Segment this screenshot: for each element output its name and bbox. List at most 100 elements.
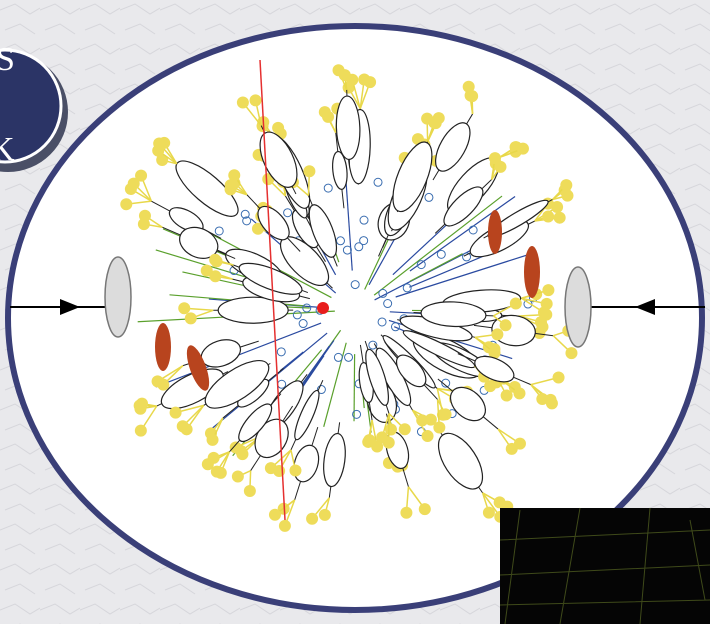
- hadron: [424, 413, 437, 426]
- hadron: [278, 519, 291, 532]
- hadron: [382, 436, 395, 449]
- gluon-loop: [359, 215, 369, 225]
- inset-grid: [499, 507, 710, 624]
- cluster: [294, 389, 320, 441]
- hadron: [553, 211, 566, 224]
- gluon-loop: [214, 226, 224, 236]
- hadron: [135, 169, 148, 182]
- remnant: [186, 345, 210, 391]
- hadron: [358, 73, 371, 86]
- hadron: [338, 69, 351, 82]
- hadron: [251, 222, 264, 235]
- gluon-loop: [373, 177, 383, 187]
- hadron: [206, 433, 219, 446]
- hadron: [363, 434, 376, 447]
- gluon-loop: [292, 310, 302, 320]
- hadron: [135, 397, 148, 410]
- hadron: [318, 508, 331, 521]
- hadron: [120, 198, 133, 211]
- cluster: [179, 226, 219, 259]
- cluster: [449, 386, 486, 422]
- hadron: [500, 389, 513, 402]
- hadron: [249, 94, 262, 107]
- cluster: [332, 150, 348, 190]
- badge-line: S: [0, 41, 15, 78]
- hadron: [178, 302, 191, 315]
- hadron: [127, 177, 140, 190]
- gluon-loop: [333, 352, 343, 362]
- gluon-loop: [368, 340, 378, 350]
- quark-line: [210, 332, 328, 430]
- hadron: [484, 380, 497, 393]
- hadron: [398, 423, 411, 436]
- badge-disc: [0, 48, 63, 164]
- shower: [120, 64, 578, 532]
- hadron: [534, 316, 547, 329]
- hadron: [156, 154, 169, 167]
- hadron: [268, 508, 281, 521]
- hadron: [236, 96, 249, 109]
- cluster: [217, 296, 289, 324]
- hadron: [462, 80, 475, 93]
- cluster: [335, 95, 361, 161]
- hadron: [151, 375, 164, 388]
- cluster: [175, 160, 239, 217]
- cluster: [395, 354, 427, 388]
- quark-line: [395, 253, 531, 298]
- hadron: [439, 408, 452, 421]
- cluster: [420, 301, 487, 328]
- hadron: [560, 179, 573, 192]
- gluon-loop: [441, 378, 451, 388]
- cluster: [437, 432, 484, 490]
- hadron: [533, 327, 546, 340]
- gluon-loop: [283, 208, 293, 218]
- remnant: [155, 323, 171, 371]
- incoming-hadron-right: [564, 266, 592, 348]
- gluon-loop: [344, 352, 354, 362]
- hadron: [565, 347, 578, 360]
- hadron: [210, 255, 223, 268]
- cluster: [308, 204, 338, 258]
- gluon-loop: [276, 347, 286, 357]
- hadron: [421, 430, 434, 443]
- hadron: [137, 218, 150, 231]
- cluster: [238, 403, 273, 443]
- hadron: [229, 441, 242, 454]
- hadron: [209, 270, 222, 283]
- gluon-loop: [335, 236, 345, 246]
- hadron: [152, 144, 165, 157]
- hadron: [180, 423, 193, 436]
- hard-vertex: [317, 302, 329, 314]
- hadron: [499, 319, 512, 332]
- hadron: [306, 512, 319, 525]
- hadron: [231, 470, 244, 483]
- gluon-loop: [354, 242, 364, 252]
- gluon-loop: [350, 280, 360, 290]
- hadron: [243, 485, 256, 498]
- gluon-loop: [352, 409, 362, 419]
- incoming-hadron-left: [104, 256, 132, 338]
- hadron: [552, 371, 565, 384]
- hadron: [537, 306, 550, 319]
- hadron: [551, 200, 564, 213]
- hadron: [505, 442, 518, 455]
- quark-line: [409, 195, 516, 272]
- hadron: [429, 117, 442, 130]
- quark-line: [279, 351, 304, 372]
- hadron: [433, 421, 446, 434]
- hadron: [516, 142, 529, 155]
- hadron: [207, 451, 220, 464]
- gluon-loop: [302, 303, 312, 313]
- remnant: [524, 246, 540, 298]
- hadron: [494, 160, 507, 173]
- gluon-loop: [390, 322, 400, 332]
- gluon-loop: [342, 245, 352, 255]
- hadron: [169, 406, 182, 419]
- gluon-loop: [462, 252, 472, 262]
- hadron: [491, 328, 504, 341]
- gluon-loop: [424, 192, 434, 202]
- hadron: [416, 414, 429, 427]
- hadron: [542, 210, 555, 223]
